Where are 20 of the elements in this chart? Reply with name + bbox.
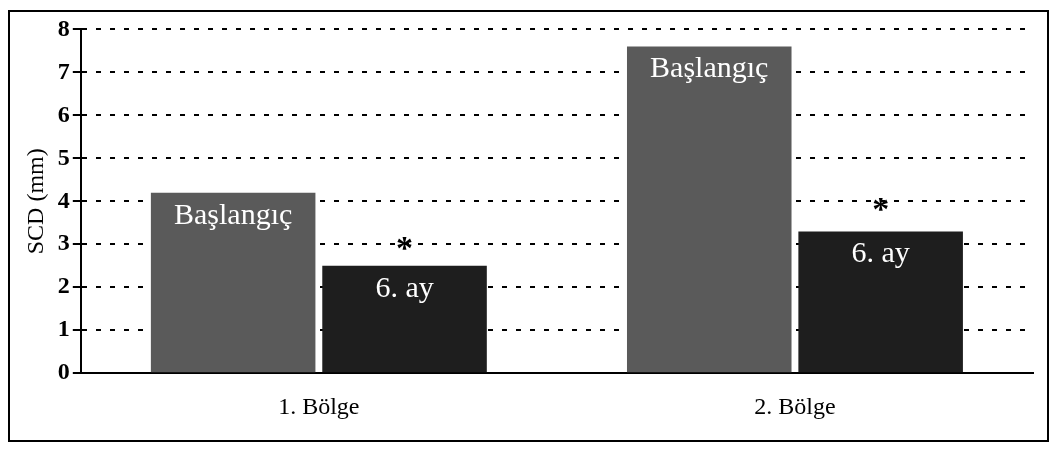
y-tick-label: 4	[57, 186, 70, 213]
text: Başlangıç	[174, 196, 293, 230]
series-label: 6. ay	[375, 269, 434, 303]
y-tick-label: 5	[57, 143, 70, 170]
y-axis-title: SCD (mm)	[21, 148, 48, 255]
text: 6. ay	[851, 235, 910, 269]
y-tick-label: 8	[57, 14, 70, 41]
y-tick-label: 2	[57, 272, 70, 299]
x-tick-label: 2. Bölge	[754, 392, 836, 419]
y-tick-label: 0	[57, 358, 70, 385]
y-tick-label: 3	[57, 229, 70, 256]
x-tick-label: 1. Bölge	[278, 392, 360, 419]
bar	[150, 192, 316, 373]
bar	[322, 265, 487, 373]
y-tick-label: 6	[57, 100, 70, 127]
y-tick-label: 1	[57, 315, 70, 342]
bar	[798, 231, 963, 373]
series-label: Başlangıç	[650, 50, 769, 84]
y-tick-label: 7	[57, 57, 70, 84]
bar	[626, 46, 792, 373]
